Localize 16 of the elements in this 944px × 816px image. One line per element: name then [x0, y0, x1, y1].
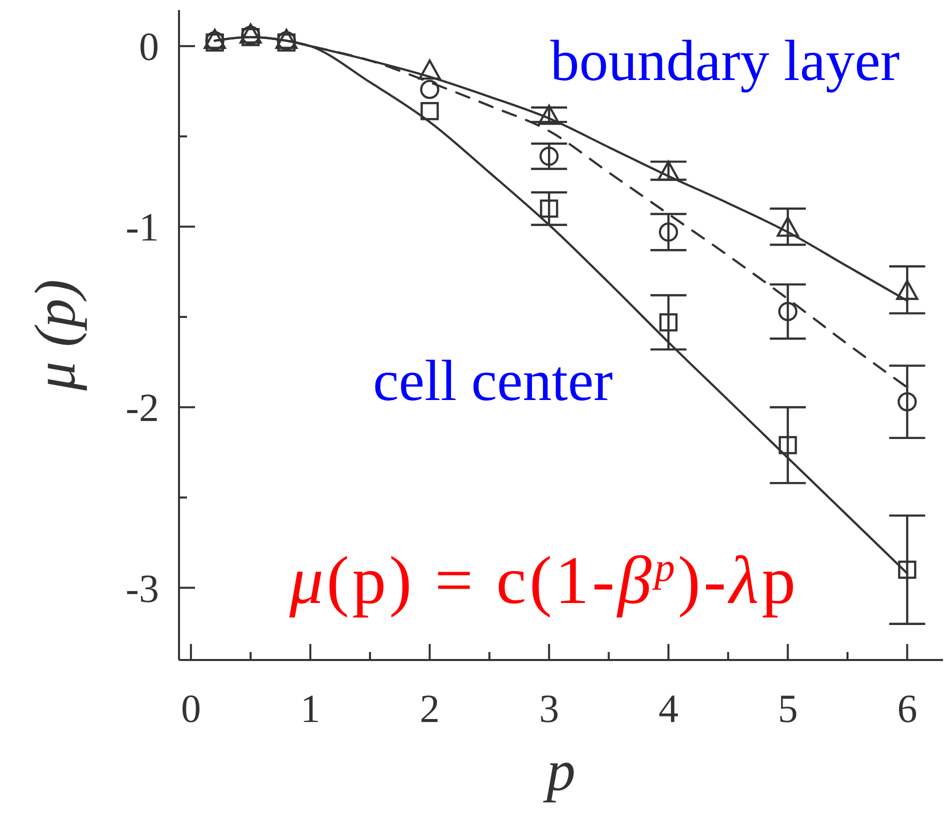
y-tick-label: -3: [126, 566, 159, 611]
x-tick-label: 4: [658, 686, 678, 731]
annotation: cell center: [373, 348, 613, 413]
y-tick-label: -1: [126, 204, 159, 250]
x-tick-label: 6: [897, 686, 918, 731]
x-tick-label: 3: [539, 686, 560, 731]
y-tick-label: -2: [126, 385, 159, 430]
x-tick-label: 1: [300, 686, 320, 731]
annotation: μ(p) = c(1-β$^{p}$)-λp: [288, 542, 799, 618]
y-axis-title: μ (p): [22, 279, 88, 392]
x-tick-label: 5: [778, 686, 798, 731]
x-tick-label: 2: [420, 686, 440, 731]
x-tick-label: 0: [180, 686, 201, 731]
annotation: boundary layer: [550, 28, 900, 93]
y-tick-label: 0: [139, 24, 159, 70]
x-axis-title: p: [542, 738, 576, 803]
